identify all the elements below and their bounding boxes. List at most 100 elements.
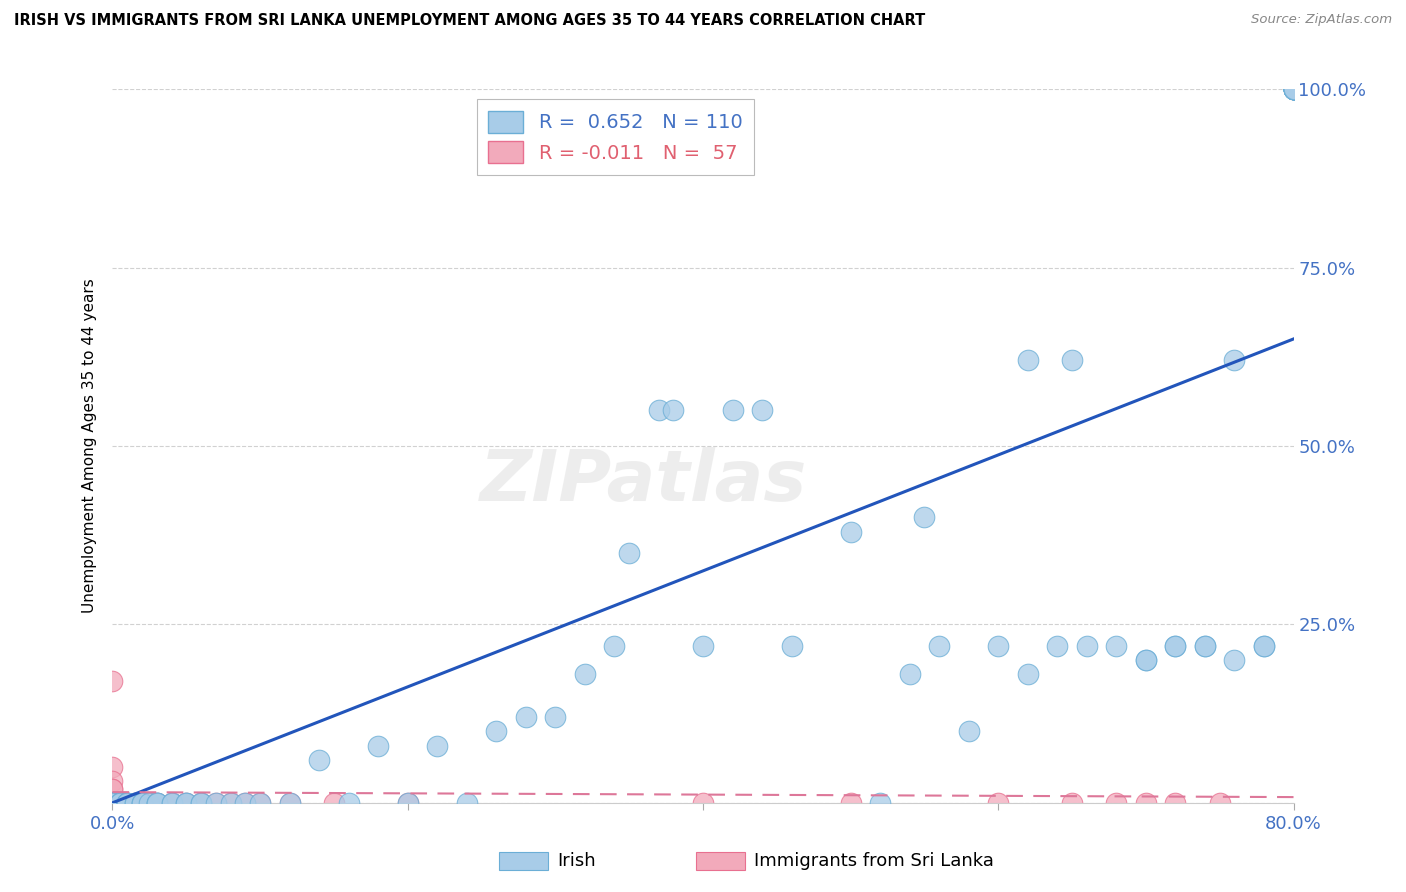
Point [101,774,124,789]
Point [101,796,124,810]
Point [1164,639,1187,653]
Point [101,796,124,810]
Point [1062,353,1084,368]
Point [131,796,153,810]
Point [101,796,124,810]
Point [1282,82,1305,96]
Point [101,796,124,810]
Point [117,796,138,810]
Point [101,796,124,810]
Point [101,796,124,810]
Point [101,781,124,796]
Point [101,796,124,810]
Point [101,796,124,810]
Point [101,796,124,810]
Point [278,796,301,810]
Point [1223,353,1246,368]
Point [101,781,124,796]
Y-axis label: Unemployment Among Ages 35 to 44 years: Unemployment Among Ages 35 to 44 years [82,278,97,614]
Point [146,796,169,810]
Point [101,796,124,810]
Point [1282,82,1305,96]
Point [108,796,131,810]
Point [101,796,124,810]
Point [101,796,124,810]
Point [1223,653,1246,667]
Point [146,796,169,810]
Point [101,796,124,810]
Point [1282,82,1305,96]
Point [101,796,124,810]
Point [1194,639,1216,653]
Point [101,796,124,810]
Point [101,796,124,810]
Point [101,796,124,810]
Point [101,796,124,810]
Point [396,796,419,810]
Point [869,796,891,810]
Point [101,796,124,810]
Point [751,403,773,417]
Point [190,796,212,810]
Text: Source: ZipAtlas.com: Source: ZipAtlas.com [1251,13,1392,27]
Point [101,796,124,810]
Point [101,796,124,810]
Point [174,796,197,810]
Point [124,796,146,810]
Point [101,796,124,810]
Point [101,796,124,810]
Point [1164,639,1187,653]
Point [101,796,124,810]
Point [1282,82,1305,96]
Point [101,796,124,810]
Point [117,796,138,810]
Point [1282,82,1305,96]
Point [101,796,124,810]
Text: ZIPatlas: ZIPatlas [481,447,807,516]
Point [987,639,1010,653]
Point [987,796,1010,810]
Point [101,796,124,810]
Point [1017,353,1039,368]
Point [146,796,169,810]
Point [1105,796,1128,810]
Point [1208,796,1232,810]
Point [839,796,862,810]
Point [721,403,744,417]
Point [205,796,228,810]
Point [101,796,124,810]
Point [485,724,508,739]
Point [108,796,131,810]
Point [1282,82,1305,96]
Point [544,710,567,724]
Point [1282,82,1305,96]
Point [1282,82,1305,96]
Point [249,796,271,810]
Point [914,510,936,524]
Point [101,674,124,689]
Point [101,796,124,810]
Point [308,753,330,767]
Point [1253,639,1275,653]
Point [1282,82,1305,96]
Point [515,710,537,724]
Point [101,796,124,810]
Point [138,796,160,810]
Point [323,796,346,810]
Point [124,796,146,810]
Point [957,724,980,739]
Text: Irish: Irish [557,852,595,870]
Point [1282,82,1305,96]
Point [898,667,921,681]
Point [101,796,124,810]
Point [101,796,124,810]
Point [146,796,169,810]
Point [574,667,596,681]
Point [367,739,389,753]
Point [101,796,124,810]
Point [101,796,124,810]
Point [124,796,146,810]
Point [101,796,124,810]
Point [692,639,714,653]
Point [101,796,124,810]
